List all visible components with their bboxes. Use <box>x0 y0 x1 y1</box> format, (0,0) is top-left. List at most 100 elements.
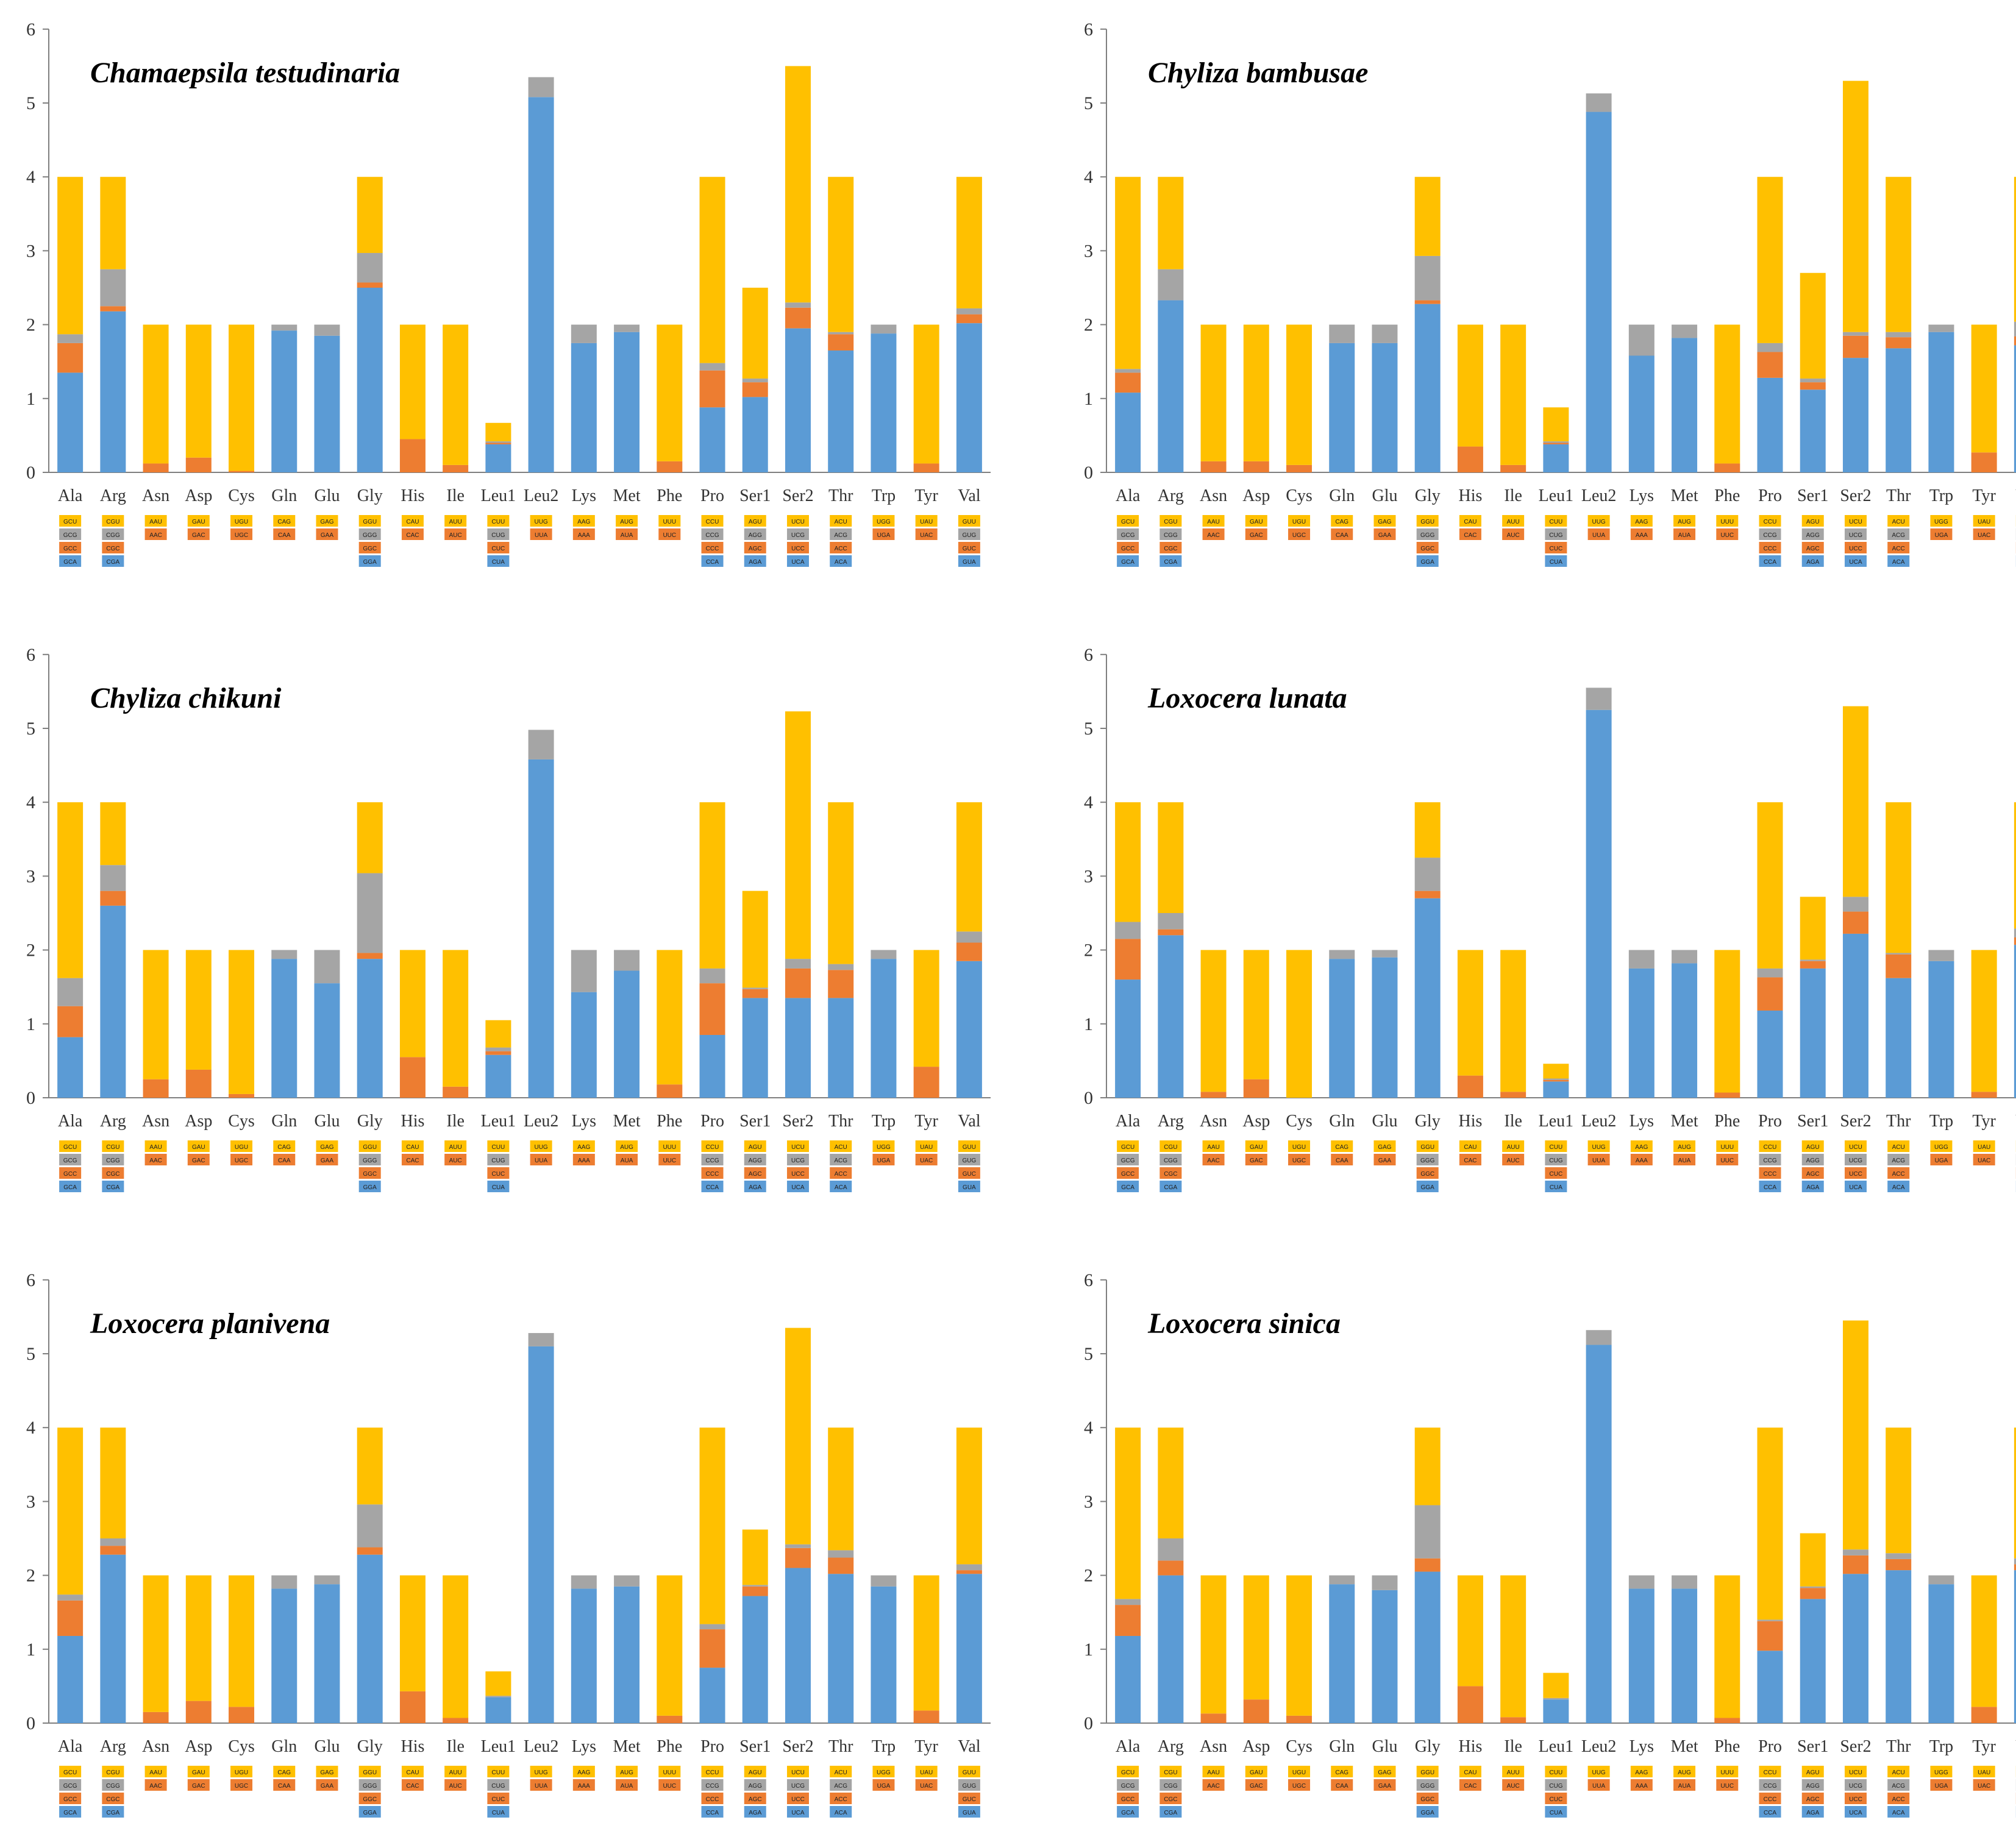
codon-tile <box>1673 528 1696 540</box>
bar-gly-codon1 <box>357 1554 383 1723</box>
codon-label: ACC <box>835 1796 847 1803</box>
codon-tile <box>316 1140 338 1152</box>
codon-tile <box>1373 1140 1396 1152</box>
codon-label: GAC <box>1250 1157 1263 1164</box>
codon-tile <box>487 1793 510 1804</box>
codon-label: GCU <box>63 1769 77 1776</box>
x-tick-label: Pro <box>700 1737 724 1756</box>
bar-glu-codon1 <box>1372 343 1398 472</box>
bar-ser1-codon3 <box>1800 379 1826 383</box>
x-tick-label: Tyr <box>1972 1737 1996 1756</box>
bar-ala-codon4 <box>57 802 84 978</box>
codon-tile <box>830 1181 852 1192</box>
bar-ser2-codon1 <box>785 1568 811 1723</box>
codon-label: GUC <box>963 546 976 552</box>
codon-label: GAU <box>1250 1144 1263 1151</box>
bar-lys-codon1 <box>571 992 597 1098</box>
codon-tile <box>487 1806 510 1818</box>
x-tick-label: Met <box>1671 486 1698 505</box>
bar-glu-codon3 <box>314 324 340 336</box>
y-tick-label: 2 <box>1084 940 1093 961</box>
bar-tyr-codon2 <box>913 1067 939 1098</box>
y-tick-label: 6 <box>26 1270 35 1290</box>
codon-label: GCC <box>1121 1796 1134 1803</box>
codon-label: CGU <box>1164 1144 1177 1151</box>
codon-tile <box>1159 1167 1182 1179</box>
bar-pro-codon1 <box>1757 1651 1783 1723</box>
bar-ser2-codon3 <box>785 302 811 308</box>
codon-tile <box>958 1167 980 1179</box>
x-tick-label: Leu1 <box>481 486 516 505</box>
codon-label: UUG <box>534 1144 547 1151</box>
codon-tile <box>1716 515 1739 527</box>
codon-label: UAC <box>920 532 933 539</box>
codon-label: GAU <box>192 1769 205 1776</box>
codon-tile <box>102 542 124 553</box>
codon-label: UGA <box>1935 532 1948 539</box>
codon-label: GAU <box>1250 1769 1263 1776</box>
codon-tile <box>1844 1806 1867 1818</box>
x-tick-label: Leu2 <box>524 1737 559 1756</box>
codon-label: CCC <box>706 1796 719 1803</box>
codon-label: CGU <box>106 1144 119 1151</box>
bar-met-codon1 <box>1672 338 1698 472</box>
bar-phe-codon4 <box>1714 324 1740 464</box>
codon-label: GCC <box>63 1171 77 1178</box>
x-tick-label: Leu1 <box>1539 486 1574 505</box>
codon-label: GGA <box>1421 1184 1435 1191</box>
bar-tyr-codon4 <box>913 324 939 464</box>
codon-tile <box>316 1766 338 1777</box>
x-tick-label: Cys <box>1286 486 1313 505</box>
codon-tile <box>1587 1140 1610 1152</box>
bar-val-codon1 <box>2014 945 2016 1098</box>
codon-tile <box>59 555 82 567</box>
codon-tile <box>273 515 296 527</box>
bar-trp-codon1 <box>1928 1584 1954 1723</box>
bar-ile-codon2 <box>443 1086 469 1098</box>
codon-tile <box>401 1766 424 1777</box>
bar-gly-codon1 <box>1414 1571 1441 1723</box>
codon-label: GAC <box>1250 1783 1263 1790</box>
bar-gln-codon3 <box>271 324 297 331</box>
codon-label: UUU <box>663 1144 676 1151</box>
bar-thr-codon4 <box>1886 1427 1912 1554</box>
bar-ala-codon1 <box>1115 979 1141 1098</box>
chart-panel-4: 0 1 2 3 4 5 6 Loxocera planivena Ala GCU GCG GCC GCA… <box>26 1270 991 1818</box>
codon-tile <box>744 1167 766 1179</box>
codon-tile <box>1759 1140 1781 1152</box>
codon-tile <box>1844 528 1867 540</box>
x-tick-label: Ser1 <box>739 486 771 505</box>
codon-label: CUU <box>1550 1769 1563 1776</box>
codon-tile <box>1930 515 1953 527</box>
codon-tile <box>358 1766 381 1777</box>
codon-tile <box>744 542 766 553</box>
bar-val-codon2 <box>956 1570 982 1574</box>
codon-tile <box>1587 1779 1610 1791</box>
bar-asn-codon2 <box>1200 1713 1227 1723</box>
bar-gly-codon2 <box>1414 891 1441 898</box>
codon-tile <box>958 542 980 553</box>
codon-tile <box>1973 1779 1995 1791</box>
y-tick-label: 6 <box>1084 645 1093 665</box>
bar-ser1-codon2 <box>742 382 768 397</box>
codon-label: GUG <box>962 1157 976 1164</box>
codon-tile <box>1202 1140 1225 1152</box>
codon-label: GGA <box>363 559 377 566</box>
bar-leu2-codon1 <box>1586 709 1612 1098</box>
bar-gln-codon1 <box>271 1588 297 1723</box>
codon-tile <box>1159 1154 1182 1165</box>
bar-ile-codon2 <box>443 1718 469 1723</box>
codon-label: CUU <box>1550 519 1563 525</box>
bar-phe-codon4 <box>657 950 683 1085</box>
codon-tile <box>487 1167 510 1179</box>
codon-tile <box>701 542 724 553</box>
x-tick-label: Met <box>1671 1737 1698 1756</box>
codon-label: CUC <box>1550 1171 1563 1178</box>
bar-ala-codon4 <box>1115 802 1141 922</box>
chart-title: Loxocera planivena <box>90 1307 330 1340</box>
codon-label: CCU <box>706 519 719 525</box>
bar-arg-codon1 <box>1158 300 1184 472</box>
codon-label: GAG <box>1378 519 1391 525</box>
bar-ile-codon4 <box>1500 324 1526 465</box>
codon-tile <box>1545 555 1567 567</box>
